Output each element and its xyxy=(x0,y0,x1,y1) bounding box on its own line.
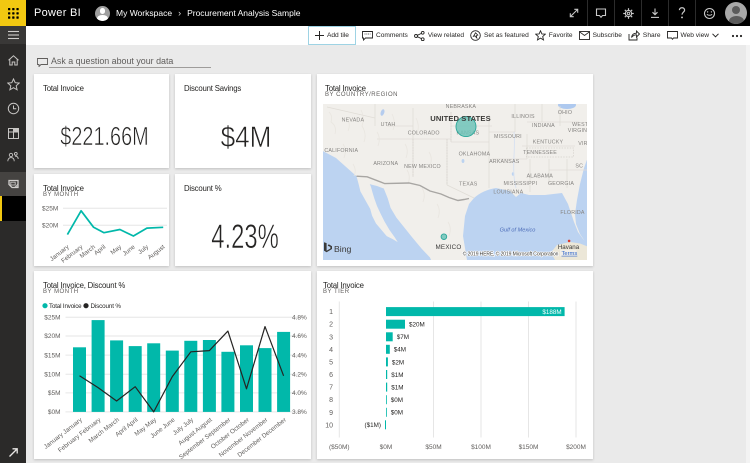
svg-text:MEXICO: MEXICO xyxy=(435,244,461,251)
svg-text:($1M): ($1M) xyxy=(365,422,381,429)
svg-text:NEW MEXICO: NEW MEXICO xyxy=(404,164,441,170)
svg-text:($50M): ($50M) xyxy=(329,444,350,451)
svg-text:TENNESSEE: TENNESSEE xyxy=(523,150,557,156)
svg-text:4.6%: 4.6% xyxy=(292,333,307,340)
svg-text:© 2019 HERE, © 2019 Microsoft: © 2019 HERE, © 2019 Microsoft Corporatio… xyxy=(463,250,559,257)
svg-text:CALIFORNIA: CALIFORNIA xyxy=(324,148,358,154)
svg-text:1: 1 xyxy=(329,309,333,316)
svg-text:Havana: Havana xyxy=(558,244,580,251)
svg-text:$0M: $0M xyxy=(48,409,61,416)
svg-text:$4M: $4M xyxy=(394,347,406,354)
svg-text:GEORGIA: GEORGIA xyxy=(548,181,574,187)
svg-text:$1M: $1M xyxy=(391,372,403,379)
svg-text:4.8%: 4.8% xyxy=(292,315,307,322)
svg-text:MISSISSIPPI: MISSISSIPPI xyxy=(504,181,538,187)
svg-text:6: 6 xyxy=(329,372,333,379)
svg-text:ILLINOIS: ILLINOIS xyxy=(511,114,535,120)
svg-text:3.8%: 3.8% xyxy=(292,409,307,416)
svg-text:OKLAHOMA: OKLAHOMA xyxy=(459,152,491,158)
svg-text:FLORIDA: FLORIDA xyxy=(560,210,585,216)
svg-text:OHIO: OHIO xyxy=(558,110,572,116)
svg-text:VIR: VIR xyxy=(578,141,587,147)
svg-text:$20M: $20M xyxy=(42,223,58,230)
svg-text:ARIZONA: ARIZONA xyxy=(373,161,398,167)
svg-text:$2M: $2M xyxy=(392,359,404,366)
svg-text:3: 3 xyxy=(329,334,333,341)
svg-text:Discount %: Discount % xyxy=(91,303,122,310)
svg-text:June: June xyxy=(122,243,137,257)
svg-text:Bing: Bing xyxy=(334,244,352,254)
svg-text:VIRGINIA: VIRGINIA xyxy=(568,128,587,134)
svg-text:May: May xyxy=(109,243,123,256)
svg-text:10: 10 xyxy=(325,422,333,429)
svg-text:8: 8 xyxy=(329,397,333,404)
svg-text:UNITED STATES: UNITED STATES xyxy=(430,114,491,123)
svg-text:WEST: WEST xyxy=(572,122,587,128)
svg-text:4: 4 xyxy=(329,347,333,354)
svg-text:$0M: $0M xyxy=(380,444,393,451)
svg-text:$50M: $50M xyxy=(425,444,441,451)
svg-text:TEXAS: TEXAS xyxy=(459,182,478,188)
svg-text:ALABAMA: ALABAMA xyxy=(527,174,554,180)
svg-text:2: 2 xyxy=(329,322,333,329)
svg-text:$25M: $25M xyxy=(42,206,58,213)
svg-text:ARKANSAS: ARKANSAS xyxy=(489,159,520,165)
svg-text:Terms: Terms xyxy=(562,251,578,257)
svg-text:MISSOURI: MISSOURI xyxy=(494,134,522,140)
svg-text:$5M: $5M xyxy=(48,390,61,397)
svg-text:Total Invoice: Total Invoice xyxy=(49,303,82,310)
svg-text:$7M: $7M xyxy=(397,334,409,341)
svg-text:$0M: $0M xyxy=(391,410,403,417)
svg-text:$25M: $25M xyxy=(44,315,60,322)
svg-text:August: August xyxy=(147,244,167,262)
svg-text:$100M: $100M xyxy=(471,444,491,451)
svg-text:INDIANA: INDIANA xyxy=(532,123,555,129)
svg-text:NEVADA: NEVADA xyxy=(342,118,365,124)
svg-text:5: 5 xyxy=(329,359,333,366)
svg-text:KENTUCKY: KENTUCKY xyxy=(533,140,564,146)
svg-text:4.0%: 4.0% xyxy=(292,390,307,397)
svg-text:7: 7 xyxy=(329,385,333,392)
svg-text:$10M: $10M xyxy=(44,371,60,378)
svg-text:LOUISIANA: LOUISIANA xyxy=(493,190,523,196)
svg-text:$200M: $200M xyxy=(566,444,586,451)
svg-text:4.4%: 4.4% xyxy=(292,352,307,359)
svg-text:$150M: $150M xyxy=(519,444,539,451)
svg-text:4.2%: 4.2% xyxy=(292,371,307,378)
svg-text:$15M: $15M xyxy=(44,352,60,359)
svg-text:April: April xyxy=(93,244,107,257)
svg-text:UTAH: UTAH xyxy=(381,122,396,128)
svg-text:COLORADO: COLORADO xyxy=(408,131,440,137)
svg-text:Gulf of Mexico: Gulf of Mexico xyxy=(500,228,536,234)
svg-text:$20M: $20M xyxy=(409,322,425,329)
svg-text:$20M: $20M xyxy=(44,333,60,340)
svg-text:$1M: $1M xyxy=(391,385,403,392)
svg-text:$188M: $188M xyxy=(542,309,561,316)
svg-text:$0M: $0M xyxy=(391,397,403,404)
svg-text:9: 9 xyxy=(329,410,333,417)
svg-text:SC: SC xyxy=(575,164,583,170)
svg-text:NEBRASKA: NEBRASKA xyxy=(446,104,477,110)
